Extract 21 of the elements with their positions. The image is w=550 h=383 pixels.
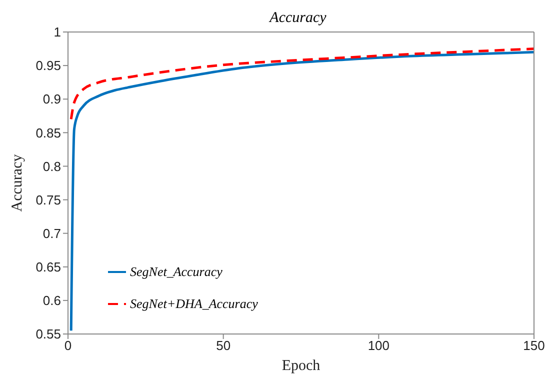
line-series [70, 50, 534, 332]
y-tick-label: 0.85 [36, 125, 61, 140]
y-tick-label: 0.75 [36, 192, 61, 208]
line-series [70, 48, 534, 120]
chart-title: Accuracy [270, 10, 326, 26]
x-tick-label: 50 [216, 338, 231, 354]
y-tick-label: 0.95 [36, 58, 61, 74]
x-tick-label: 150 [523, 338, 545, 354]
y-tick-label: 0.6 [42, 293, 61, 308]
y-tick-label: 0.8 [42, 158, 61, 174]
y-axis-title: Accuracy [9, 154, 26, 212]
legend-label: SegNet+DHA_Accuracy [130, 296, 258, 312]
x-tick-label: 0 [64, 338, 72, 354]
x-tick-label: 100 [368, 338, 390, 354]
y-tick-label: 0.65 [36, 260, 61, 275]
x-axis-title: Epoch [282, 358, 321, 374]
y-tick-label: 0.9 [42, 92, 61, 107]
y-tick-label: 0.55 [36, 326, 61, 342]
y-tick-label: 0.7 [42, 226, 61, 241]
y-tick-label: 1 [54, 24, 61, 40]
legend-label: SegNet_Accuracy [130, 264, 222, 280]
